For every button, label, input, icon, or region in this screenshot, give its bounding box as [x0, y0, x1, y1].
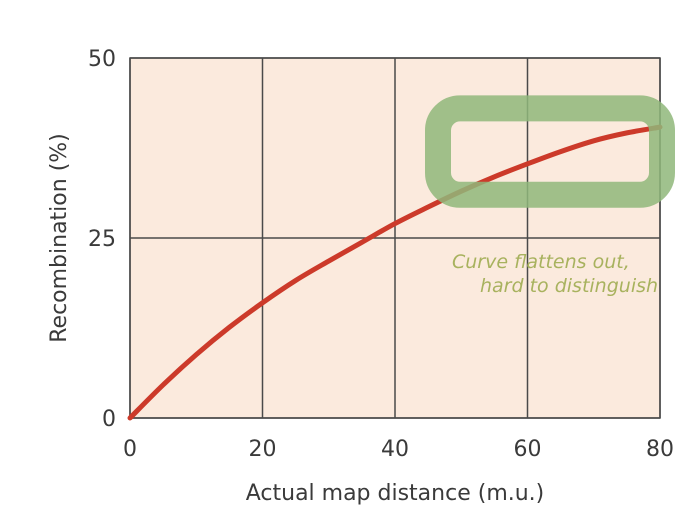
- y-tick-label: 25: [88, 227, 116, 252]
- x-tick-label: 60: [514, 437, 542, 462]
- x-axis-label: Actual map distance (m.u.): [246, 481, 545, 506]
- annotation-line-2: hard to distinguish: [480, 275, 658, 297]
- highlight-box: [425, 95, 675, 208]
- y-tick-label: 50: [88, 47, 116, 72]
- x-axis-ticks: 0 20 40 60 80: [123, 437, 674, 462]
- y-tick-label: 0: [102, 407, 116, 432]
- x-tick-label: 80: [646, 437, 674, 462]
- x-tick-label: 20: [249, 437, 277, 462]
- recombination-curve: [127, 124, 663, 421]
- y-axis-label: Recombination (%): [47, 133, 72, 343]
- x-tick-label: 40: [381, 437, 409, 462]
- x-tick-label: 0: [123, 437, 137, 462]
- y-axis-ticks: 0 25 50: [88, 47, 116, 432]
- annotation-line-1: Curve flattens out,: [452, 251, 630, 273]
